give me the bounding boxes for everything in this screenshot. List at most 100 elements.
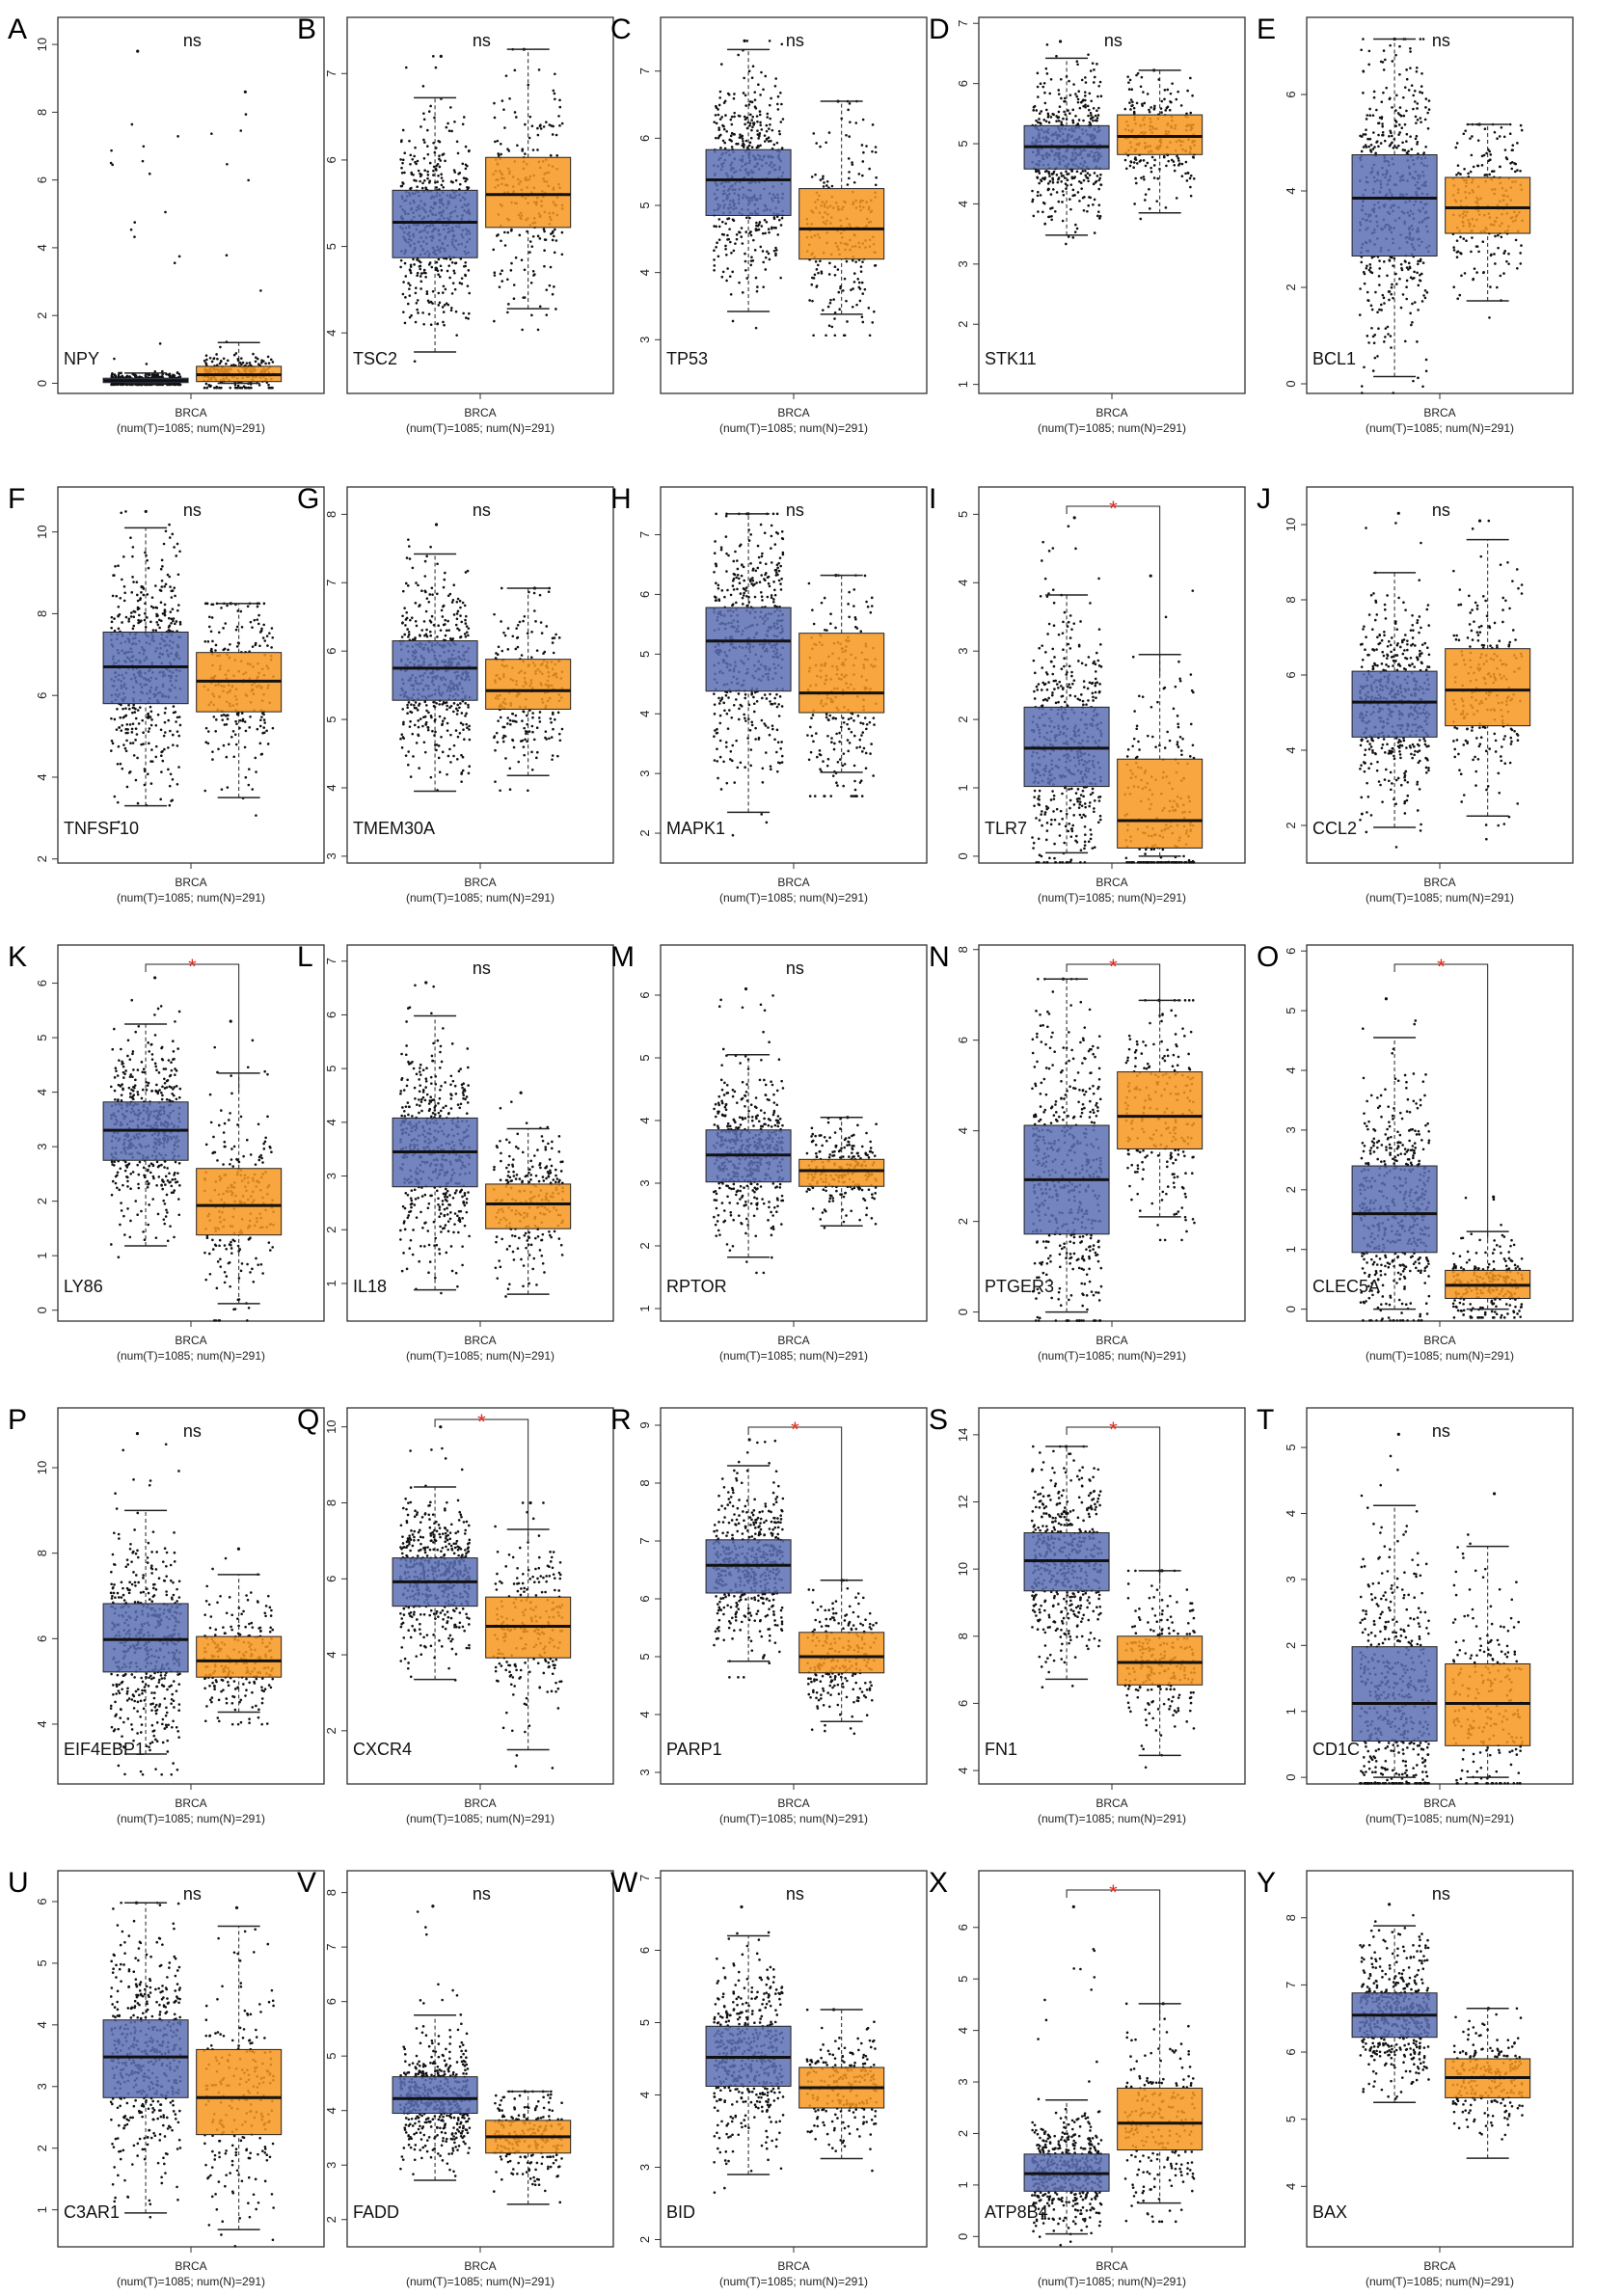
data-point <box>1368 114 1372 117</box>
data-point <box>1097 106 1100 110</box>
data-point <box>164 582 168 586</box>
data-point <box>768 230 771 234</box>
data-point <box>1391 60 1394 63</box>
data-point <box>822 175 825 178</box>
data-point <box>160 619 163 623</box>
data-point <box>204 382 208 386</box>
data-point <box>1375 141 1378 144</box>
data-point <box>432 141 435 145</box>
data-point <box>554 228 556 231</box>
data-point <box>222 714 226 716</box>
data-point <box>1514 162 1518 166</box>
data-point <box>437 257 441 261</box>
data-point <box>713 269 716 272</box>
data-point <box>1134 176 1137 180</box>
data-point <box>410 616 414 619</box>
data-point <box>130 731 134 734</box>
data-point <box>218 386 221 390</box>
data-point <box>1379 60 1383 64</box>
data-point <box>1488 316 1491 319</box>
data-point <box>742 92 745 95</box>
data-point <box>1380 116 1384 119</box>
data-point <box>1516 169 1519 172</box>
data-point <box>171 608 175 611</box>
data-point <box>1148 187 1150 191</box>
data-point <box>721 220 724 224</box>
data-point <box>1382 49 1386 52</box>
data-point <box>722 127 726 131</box>
data-point <box>111 594 115 598</box>
data-point <box>269 358 273 362</box>
data-point <box>215 353 218 356</box>
data-point <box>142 587 146 590</box>
data-point <box>1412 94 1415 97</box>
data-point <box>1381 124 1384 128</box>
data-point <box>714 114 717 117</box>
data-point <box>222 648 226 652</box>
data-point <box>713 249 716 253</box>
data-point <box>1036 176 1039 179</box>
data-point <box>1061 190 1065 193</box>
data-point <box>536 234 540 238</box>
data-point <box>176 371 179 375</box>
data-point <box>444 618 447 622</box>
data-point <box>262 602 266 606</box>
data-point <box>1094 119 1097 122</box>
data-point <box>1051 178 1055 181</box>
y-tick-label: 4 <box>637 269 652 276</box>
data-point <box>1189 111 1193 115</box>
data-point <box>1362 92 1365 95</box>
y-tick-label: 7 <box>956 20 970 27</box>
data-point <box>176 135 179 138</box>
plot-frame <box>978 16 1246 394</box>
data-point <box>1092 203 1095 206</box>
data-point <box>144 611 147 615</box>
data-point <box>422 112 425 115</box>
panel-letter: G <box>297 483 319 515</box>
data-point <box>1476 139 1480 142</box>
data-point <box>717 238 721 241</box>
data-point <box>1377 327 1380 331</box>
data-point <box>122 707 124 711</box>
data-point <box>176 542 179 546</box>
data-point <box>1096 175 1099 177</box>
data-point <box>1075 170 1079 174</box>
data-point <box>131 546 135 549</box>
data-point <box>814 173 817 176</box>
data-point <box>1362 133 1366 136</box>
data-point <box>1046 112 1050 116</box>
data-point <box>415 624 419 628</box>
data-point <box>1163 97 1166 101</box>
data-point <box>258 724 262 728</box>
data-point <box>1059 77 1063 81</box>
y-tick-label: 5 <box>956 140 970 147</box>
data-point <box>868 167 871 171</box>
data-point <box>1068 79 1070 83</box>
data-point <box>1177 164 1180 167</box>
data-point <box>1189 76 1192 80</box>
data-point <box>146 558 149 562</box>
data-point <box>1467 172 1470 176</box>
data-point <box>713 121 717 123</box>
data-point <box>131 554 134 558</box>
data-point <box>1037 95 1040 98</box>
y-tick-label: 8 <box>35 109 49 116</box>
data-point <box>1081 196 1085 200</box>
data-point <box>1092 119 1095 122</box>
tumor-points <box>109 49 182 387</box>
data-point <box>758 113 762 117</box>
data-point <box>117 614 120 618</box>
data-point <box>446 772 448 776</box>
data-point <box>1188 176 1192 180</box>
data-point <box>1427 108 1431 111</box>
data-point <box>1416 340 1419 343</box>
data-point <box>248 726 252 729</box>
data-point <box>257 363 260 365</box>
data-point <box>448 257 452 261</box>
data-point <box>1405 68 1408 71</box>
data-point <box>750 119 753 122</box>
data-point <box>1084 81 1088 84</box>
data-point <box>217 631 221 635</box>
data-point <box>110 620 114 624</box>
data-point <box>120 729 123 732</box>
